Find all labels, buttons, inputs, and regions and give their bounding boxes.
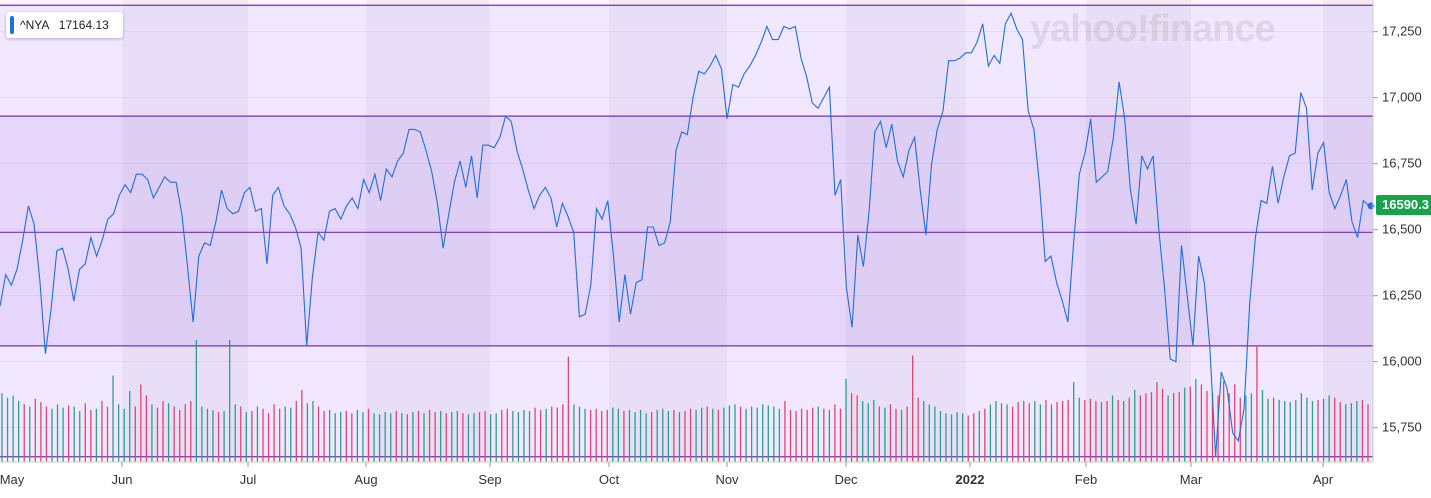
band-layer bbox=[0, 4, 1373, 458]
y-tick-label: 17,250 bbox=[1382, 24, 1422, 39]
month-shade bbox=[490, 0, 609, 462]
volume-bars bbox=[1, 340, 1369, 462]
month-shade bbox=[366, 0, 490, 462]
x-tick-label: Apr bbox=[1313, 472, 1334, 487]
x-tick-label: Oct bbox=[599, 472, 620, 487]
month-shade bbox=[1323, 0, 1373, 462]
x-tick-label: May bbox=[0, 472, 25, 487]
y-axis: 15,750 16,000 16,250 16,500 16,750 17,000 17,2… bbox=[1372, 0, 1422, 462]
month-shade bbox=[727, 0, 846, 462]
ticker-legend[interactable]: ^NYA 17164.13 bbox=[6, 12, 123, 38]
range-band bbox=[0, 232, 1373, 346]
price-line bbox=[0, 11, 1370, 457]
grid-layer bbox=[0, 31, 1373, 429]
x-tick-label: Mar bbox=[1180, 472, 1203, 487]
x-tick-label: Jun bbox=[112, 472, 133, 487]
ticker-value: 17164.13 bbox=[58, 18, 109, 32]
x-tick-label: Sep bbox=[478, 472, 501, 487]
series-color-swatch bbox=[10, 16, 14, 34]
y-tick-label: 16,000 bbox=[1382, 354, 1422, 369]
y-tick-label: 16,750 bbox=[1382, 156, 1422, 171]
x-tick-label: 2022 bbox=[956, 472, 985, 487]
background-layer bbox=[0, 0, 1373, 462]
x-tick-label: Jul bbox=[240, 472, 257, 487]
range-band bbox=[0, 5, 1373, 117]
month-shade bbox=[1086, 0, 1191, 462]
range-band bbox=[0, 345, 1373, 457]
y-tick-label: 15,750 bbox=[1382, 420, 1422, 435]
month-shade bbox=[846, 0, 966, 462]
month-shade bbox=[122, 0, 248, 462]
range-band bbox=[0, 116, 1373, 233]
month-shade bbox=[248, 0, 366, 462]
yahoo-finance-watermark: yahoo!finance bbox=[1030, 8, 1276, 50]
x-axis: May Jun Jul Aug Sep Oct Nov Dec 2022 Feb Mar Apr bbox=[0, 461, 1373, 487]
last-price-label: 16590.3 bbox=[1376, 195, 1431, 215]
y-tick-label: 16,250 bbox=[1382, 288, 1422, 303]
month-shade bbox=[0, 0, 122, 462]
y-tick-label: 16,500 bbox=[1382, 222, 1422, 237]
y-tick-label: 17,000 bbox=[1382, 90, 1422, 105]
x-tick-label: Aug bbox=[354, 472, 377, 487]
ticker-symbol: ^NYA bbox=[20, 18, 50, 32]
x-tick-label: Nov bbox=[715, 472, 739, 487]
x-tick-label: Feb bbox=[1075, 472, 1097, 487]
x-tick-label: Dec bbox=[834, 472, 858, 487]
